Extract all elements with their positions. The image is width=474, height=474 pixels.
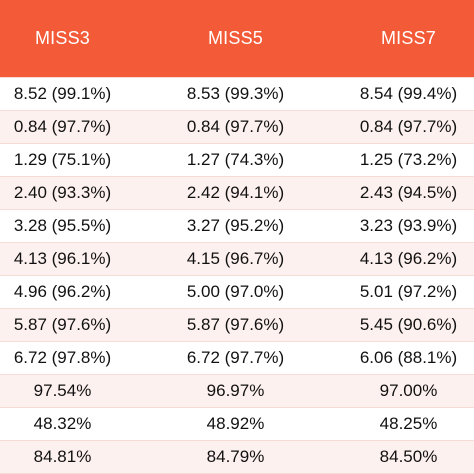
table-cell: 5.87 (97.6%) xyxy=(0,308,149,342)
table-cell: 97.00% xyxy=(322,374,474,408)
table-cell: 3.27 (95.2%) xyxy=(149,209,322,243)
table-cell: 4.13 (96.1%) xyxy=(0,242,149,276)
table-cell: 2.43 (94.5%) xyxy=(322,176,474,210)
table-cell: 5.00 (97.0%) xyxy=(149,275,322,309)
table-row: 4.13 (96.1%) 4.15 (96.7%) 4.13 (96.2%) xyxy=(0,242,474,276)
table-row: 3.28 (95.5%) 3.27 (95.2%) 3.23 (93.9%) xyxy=(0,209,474,243)
column-header-miss7: MISS7 xyxy=(380,27,437,48)
table-row: 97.54% 96.97% 97.00% xyxy=(0,374,474,408)
table-cell: 48.92% xyxy=(149,407,322,441)
table-row: 48.32% 48.92% 48.25% xyxy=(0,407,474,441)
table-cell: 0.84 (97.7%) xyxy=(322,110,474,144)
table-cell: 6.72 (97.8%) xyxy=(0,341,149,375)
table-cell: 3.23 (93.9%) xyxy=(322,209,474,243)
table-cell: 48.32% xyxy=(0,407,149,441)
table-cell: 1.25 (73.2%) xyxy=(322,143,474,177)
table-cell: 1.29 (75.1%) xyxy=(0,143,149,177)
table-cell: 3.28 (95.5%) xyxy=(0,209,149,243)
table-cell: 84.50% xyxy=(322,440,474,474)
table-row: 1.29 (75.1%) 1.27 (74.3%) 1.25 (73.2%) xyxy=(0,143,474,177)
table-cell: 4.15 (96.7%) xyxy=(149,242,322,276)
table-cell: 5.45 (90.6%) xyxy=(322,308,474,342)
table-row: 6.72 (97.8%) 6.72 (97.7%) 6.06 (88.1%) xyxy=(0,341,474,375)
table-cell: 6.72 (97.7%) xyxy=(149,341,322,375)
table-cell: 4.13 (96.2%) xyxy=(322,242,474,276)
table-cell: 8.54 (99.4%) xyxy=(322,76,474,111)
table-cell: 0.84 (97.7%) xyxy=(0,110,149,144)
table-cell: 0.84 (97.7%) xyxy=(149,110,322,144)
table-cell: 2.40 (93.3%) xyxy=(0,176,149,210)
table-cell: 8.52 (99.1%) xyxy=(0,76,149,111)
table-cell: 84.81% xyxy=(0,440,149,474)
table-cell: 8.53 (99.3%) xyxy=(149,76,322,111)
table-cell: 96.97% xyxy=(149,374,322,408)
table-cell: 1.27 (74.3%) xyxy=(149,143,322,177)
column-header-miss5: MISS5 xyxy=(207,27,264,48)
table-row: 2.40 (93.3%) 2.42 (94.1%) 2.43 (94.5%) xyxy=(0,176,474,210)
table-cell: 6.06 (88.1%) xyxy=(322,341,474,375)
table-cell: 48.25% xyxy=(322,407,474,441)
table-cell: 4.96 (96.2%) xyxy=(0,275,149,309)
table-cell: 84.79% xyxy=(149,440,322,474)
table-row: 0.84 (97.7%) 0.84 (97.7%) 0.84 (97.7%) xyxy=(0,110,474,144)
table-row: 5.87 (97.6%) 5.87 (97.6%) 5.45 (90.6%) xyxy=(0,308,474,342)
table-header-row: MISS3 MISS5 MISS7 xyxy=(0,0,474,77)
table-row: 84.81% 84.79% 84.50% xyxy=(0,440,474,474)
table-row: 8.52 (99.1%) 8.53 (99.3%) 8.54 (99.4%) xyxy=(0,76,474,111)
table-cell: 2.42 (94.1%) xyxy=(149,176,322,210)
table-row: 4.96 (96.2%) 5.00 (97.0%) 5.01 (97.2%) xyxy=(0,275,474,309)
column-header-miss3: MISS3 xyxy=(34,27,91,48)
table-cell: 5.01 (97.2%) xyxy=(322,275,474,309)
table-cell: 5.87 (97.6%) xyxy=(149,308,322,342)
table-cell: 97.54% xyxy=(0,374,149,408)
